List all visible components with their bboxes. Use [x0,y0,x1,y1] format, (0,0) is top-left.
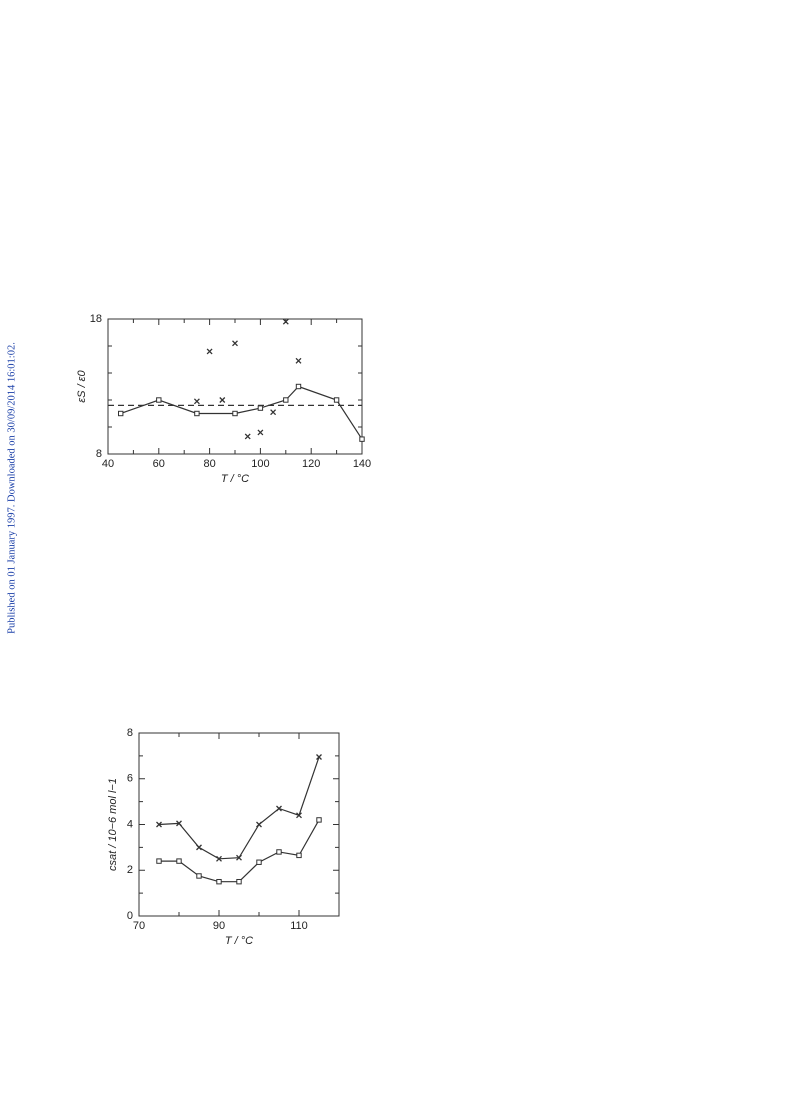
cross-marker [256,821,262,828]
square-marker [236,878,242,885]
square-marker [176,858,182,864]
cross-marker [257,429,264,436]
x-tick-label: 80 [203,458,215,470]
square-marker [256,859,262,865]
series-line [120,385,363,440]
square-marker [194,410,200,417]
x-axis-label: T / °C [221,473,249,485]
cross-marker [276,805,282,812]
y-tick-label: 0 [127,910,133,922]
x-tick-label: 140 [353,458,371,470]
square-marker [359,436,365,442]
square-marker [156,858,162,864]
series-line [159,819,320,883]
square-marker [118,410,124,417]
square-marker [295,383,302,390]
series-line [158,756,320,860]
cross-marker [219,397,226,403]
chart: 70 90 110 0 2 4 6 8 T / °C csat / 10−6 mol l−1 [107,727,340,947]
y-axis-label: csat / 10−6 mol l−1 [107,778,119,871]
y-tick-label: 8 [127,727,133,739]
y-tick-label: 6 [127,773,133,785]
x-tick-label: 110 [290,920,308,932]
y-tick-label: 18 [90,313,102,325]
x-tick-label: 40 [102,458,114,470]
cross-marker [295,357,302,364]
square-marker [283,397,289,403]
square-marker [276,849,282,855]
cross-marker [206,348,213,355]
y-tick-label: 2 [127,864,133,876]
square-marker [196,873,202,879]
y-tick-label: 8 [96,448,102,460]
square-marker [333,397,340,403]
cross-marker [193,398,200,405]
cross-marker [236,854,242,861]
plot-frame [107,318,363,455]
chart: 40 60 80 100 120 140 8 18 T / °C εS / ε0 [76,313,371,485]
x-tick-label: 120 [302,458,320,470]
x-tick-label: 100 [251,458,269,470]
cross-marker [196,844,202,851]
cross-marker [270,409,277,416]
cross-marker [316,754,322,760]
cross-marker [156,821,162,828]
square-marker [316,817,322,823]
square-marker [156,397,162,403]
x-tick-label: 60 [153,458,165,470]
cross-marker [216,855,222,862]
y-tick-label: 4 [127,818,133,830]
square-marker [232,410,238,417]
x-axis-label: T / °C [225,935,253,947]
x-tick-label: 70 [133,920,145,932]
cross-marker [296,812,302,819]
cross-marker [244,433,251,440]
square-marker [296,852,302,859]
square-marker [216,878,222,885]
cross-marker [282,318,289,325]
square-marker [257,405,264,411]
y-axis-label: εS / ε0 [76,369,88,402]
cross-marker [176,820,182,827]
cross-marker [232,340,238,347]
x-tick-label: 90 [213,920,225,932]
